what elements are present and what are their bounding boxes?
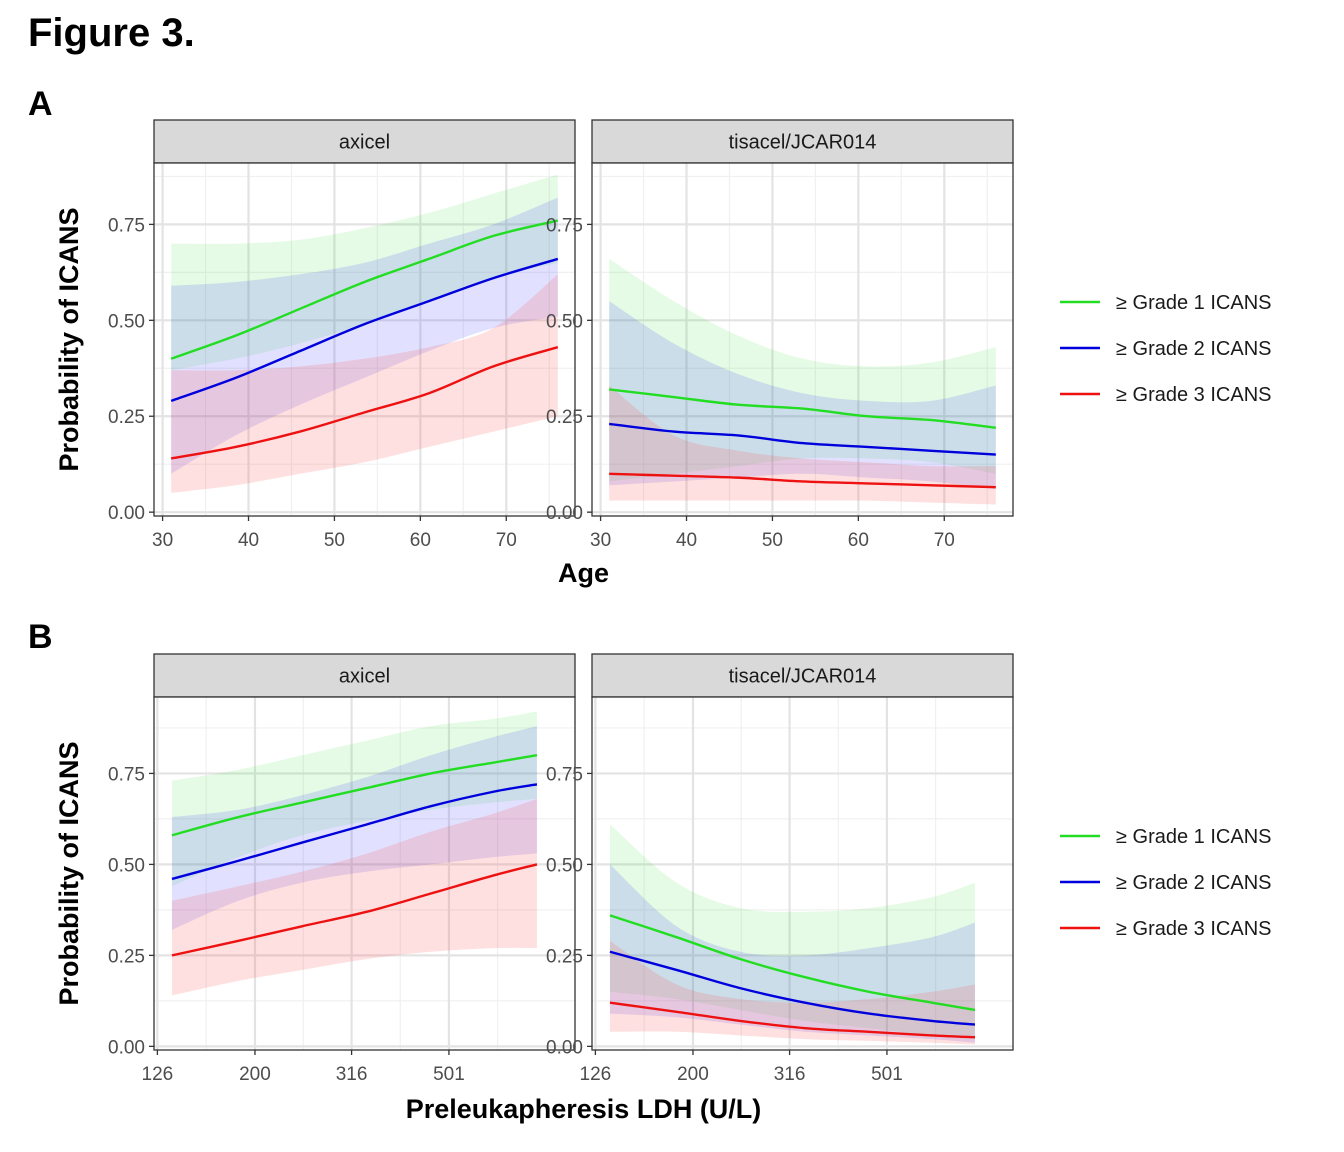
ci-ribbon-grade-3 xyxy=(171,274,558,493)
x-tick-label: 126 xyxy=(142,1064,174,1085)
y-axis-title: Probability of ICANS xyxy=(54,741,84,1005)
x-tick-label: 200 xyxy=(239,1064,271,1085)
facet-strip xyxy=(153,119,576,164)
x-axis-title: Age xyxy=(558,558,609,588)
x-tick-label: 50 xyxy=(762,530,783,551)
legend: ≥ Grade 1 ICANS ≥ Grade 2 ICANS ≥ Grade 3 … xyxy=(1060,826,1271,940)
panel-border xyxy=(153,162,576,517)
x-axis-title: Preleukapheresis LDH (U/L) xyxy=(406,1094,762,1124)
y-tick-label: 0.00 xyxy=(108,503,145,524)
ci-ribbon-grade-1 xyxy=(609,824,975,1040)
x-tick-label: 60 xyxy=(848,530,869,551)
legend-label-grade-3: ≥ Grade 3 ICANS xyxy=(1116,384,1271,406)
panel-border xyxy=(591,696,1014,1051)
series-line-grade-2 xyxy=(609,950,976,1026)
ci-ribbon-grade-2 xyxy=(609,864,975,1043)
ci-ribbon-grade-2 xyxy=(171,197,558,474)
legend-label-grade-1: ≥ Grade 1 ICANS xyxy=(1116,292,1271,314)
y-tick-label: 0.75 xyxy=(108,215,145,236)
facet-b-1: axicel 0.00 0.25 0.50 0.75 126 200 316 501 xyxy=(108,653,576,1085)
y-tick-label: 0.50 xyxy=(108,311,145,332)
y-tick-label: 0.00 xyxy=(108,1037,145,1058)
y-tick-label: 0.25 xyxy=(546,407,583,428)
x-tick-label: 316 xyxy=(336,1064,368,1085)
facet-strip xyxy=(153,653,576,698)
series-line-grade-1 xyxy=(609,914,976,1012)
x-tick-label: 70 xyxy=(496,530,517,551)
panel-background xyxy=(592,697,1013,1050)
y-tick-label: 0.25 xyxy=(108,946,145,967)
y-tick-label: 0.50 xyxy=(108,855,145,876)
series-line-grade-3 xyxy=(171,863,538,957)
x-tick-label: 30 xyxy=(590,530,611,551)
x-tick-label: 70 xyxy=(934,530,955,551)
panel-letter-A: A xyxy=(28,85,53,123)
panel-background xyxy=(592,163,1013,516)
series-line-grade-2 xyxy=(609,422,996,456)
legend: ≥ Grade 1 ICANS ≥ Grade 2 ICANS ≥ Grade 3 … xyxy=(1060,292,1271,406)
facet-a-2: tisacel/JCAR014 0.00 0.25 0.50 0.75 30 40 50 60 7… xyxy=(546,119,1014,551)
y-tick-label: 0.00 xyxy=(546,503,583,524)
legend-label-grade-2: ≥ Grade 2 ICANS xyxy=(1116,338,1271,360)
facet-strip-label: tisacel/JCAR014 xyxy=(729,132,877,154)
ci-ribbon-grade-3 xyxy=(171,798,537,996)
series-line-grade-2 xyxy=(171,783,538,881)
facet-strip-label: axicel xyxy=(339,666,390,688)
series-line-grade-1 xyxy=(171,754,538,837)
y-tick-label: 0.50 xyxy=(546,855,583,876)
legend-label-grade-2: ≥ Grade 2 ICANS xyxy=(1116,872,1271,894)
facet-strip-label: tisacel/JCAR014 xyxy=(729,666,877,688)
x-tick-label: 126 xyxy=(580,1064,612,1085)
panel-border xyxy=(591,162,1014,517)
y-tick-label: 0.00 xyxy=(546,1037,583,1058)
y-tick-label: 0.75 xyxy=(108,764,145,785)
series-line-grade-3 xyxy=(609,1001,976,1039)
y-tick-label: 0.25 xyxy=(108,407,145,428)
x-tick-label: 50 xyxy=(324,530,345,551)
x-tick-label: 40 xyxy=(238,530,259,551)
y-axis-title: Probability of ICANS xyxy=(54,207,84,471)
panel-border xyxy=(153,696,576,1051)
legend-label-grade-1: ≥ Grade 1 ICANS xyxy=(1116,826,1271,848)
x-tick-label: 60 xyxy=(410,530,431,551)
x-tick-label: 40 xyxy=(676,530,697,551)
x-tick-label: 501 xyxy=(433,1064,465,1085)
ci-ribbon-grade-1 xyxy=(609,258,996,482)
y-tick-label: 0.25 xyxy=(546,946,583,967)
series-line-grade-1 xyxy=(170,219,559,360)
y-tick-label: 0.75 xyxy=(546,764,583,785)
x-tick-label: 316 xyxy=(774,1064,806,1085)
ci-ribbon-grade-3 xyxy=(609,385,996,505)
x-tick-label: 501 xyxy=(871,1064,903,1085)
ci-ribbon-grade-2 xyxy=(609,301,996,490)
series-line-grade-3 xyxy=(609,472,996,489)
ci-ribbon-grade-3 xyxy=(609,940,975,1045)
y-tick-label: 0.50 xyxy=(546,311,583,332)
facet-a-1: axicel 0.00 0.25 0.50 0.75 30 40 50 60 70 xyxy=(108,119,576,551)
y-tick-label: 0.75 xyxy=(546,215,583,236)
panel-letter-B: B xyxy=(28,618,53,656)
series-line-grade-1 xyxy=(609,388,996,429)
legend-label-grade-3: ≥ Grade 3 ICANS xyxy=(1116,918,1271,940)
series-line-grade-2 xyxy=(170,257,559,403)
ci-ribbon-grade-1 xyxy=(171,711,537,887)
facet-b-2: tisacel/JCAR014 0.00 0.25 0.50 0.75 126 200 316… xyxy=(546,653,1014,1085)
figure-title: Figure 3. xyxy=(28,11,195,55)
series-line-grade-3 xyxy=(170,346,559,460)
facet-strip-label: axicel xyxy=(339,132,390,154)
x-tick-label: 30 xyxy=(152,530,173,551)
x-tick-label: 200 xyxy=(677,1064,709,1085)
